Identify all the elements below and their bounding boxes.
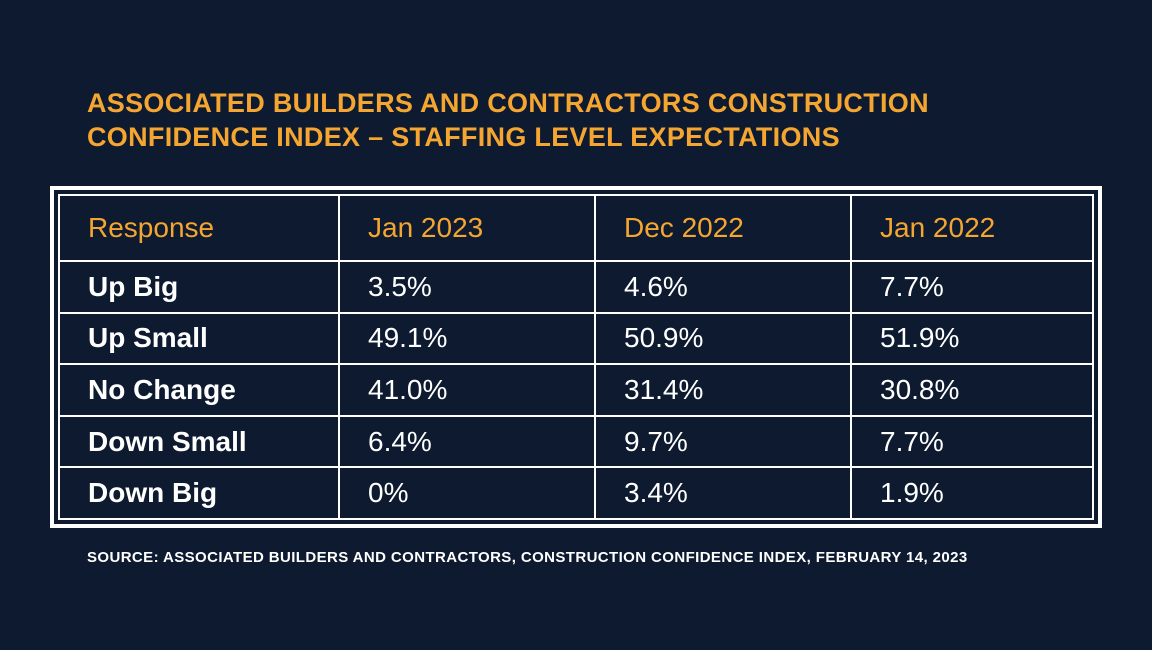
staffing-table: Response Jan 2023 Dec 2022 Jan 2022 Up B…	[58, 194, 1094, 520]
page-title: ASSOCIATED BUILDERS AND CONTRACTORS CONS…	[87, 88, 929, 152]
table-row: Up Big 3.5% 4.6% 7.7%	[58, 260, 1094, 314]
row-label-down-big: Down Big	[58, 466, 340, 520]
row-label-up-small: Up Small	[58, 311, 340, 366]
table-cell: 9.7%	[594, 414, 852, 469]
table-row: Down Big 0% 3.4% 1.9%	[58, 466, 1094, 520]
table-cell: 41.0%	[338, 363, 596, 417]
row-label-down-small: Down Small	[58, 414, 340, 469]
table-cell: 50.9%	[594, 311, 852, 366]
table-cell: 7.7%	[850, 414, 1094, 469]
table-row: Up Small 49.1% 50.9% 51.9%	[58, 311, 1094, 366]
table-cell: 30.8%	[850, 363, 1094, 417]
row-label-up-big: Up Big	[58, 260, 340, 314]
column-header-jan-2022: Jan 2022	[850, 194, 1094, 262]
column-header-dec-2022: Dec 2022	[594, 194, 852, 262]
row-label-no-change: No Change	[58, 363, 340, 417]
table-cell: 1.9%	[850, 466, 1094, 520]
column-header-response: Response	[58, 194, 340, 262]
table-cell: 49.1%	[338, 311, 596, 366]
table-cell: 6.4%	[338, 414, 596, 469]
column-header-jan-2023: Jan 2023	[338, 194, 596, 262]
table-row: No Change 41.0% 31.4% 30.8%	[58, 363, 1094, 417]
table-cell: 7.7%	[850, 260, 1094, 314]
table-row: Down Small 6.4% 9.7% 7.7%	[58, 414, 1094, 469]
table-cell: 31.4%	[594, 363, 852, 417]
table-cell: 0%	[338, 466, 596, 520]
source-note: SOURCE: ASSOCIATED BUILDERS AND CONTRACT…	[87, 549, 968, 566]
table-cell: 3.4%	[594, 466, 852, 520]
table-cell: 3.5%	[338, 260, 596, 314]
table-cell: 51.9%	[850, 311, 1094, 366]
table-frame: Response Jan 2023 Dec 2022 Jan 2022 Up B…	[50, 186, 1102, 528]
table-cell: 4.6%	[594, 260, 852, 314]
header-row: Response Jan 2023 Dec 2022 Jan 2022	[58, 194, 1094, 262]
